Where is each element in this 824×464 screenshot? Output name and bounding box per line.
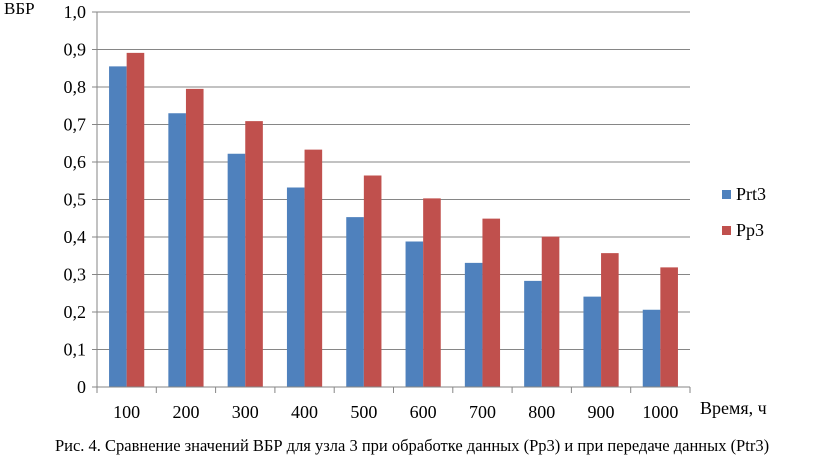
legend: Prt3 Pp3 (722, 184, 766, 240)
y-tick-label: 0,7 (64, 115, 87, 135)
legend-label-prt3: Prt3 (736, 184, 766, 204)
bar-pp3-300 (245, 121, 263, 387)
axes (92, 11, 691, 393)
x-tick-label: 500 (350, 402, 377, 422)
legend-label-pp3: Pp3 (736, 220, 764, 240)
y-axis-title: ВБР (4, 0, 35, 18)
y-tick-label: 0,3 (64, 265, 87, 285)
x-tick-label: 600 (410, 402, 437, 422)
figure-caption: Рис. 4. Сравнение значений ВБР для узла … (54, 436, 770, 455)
x-tick-label: 200 (172, 402, 199, 422)
bar-prt3-100 (109, 66, 127, 387)
legend-swatch-pp3 (722, 226, 731, 235)
bar-prt3-700 (464, 262, 483, 387)
y-tick-label: 0,1 (64, 340, 87, 360)
y-tick-label: 0,4 (64, 227, 87, 247)
x-tick-labels: 100 200 300 400 500 600 700 800 900 1000 (113, 402, 678, 422)
bars (109, 52, 678, 387)
x-tick-label: 300 (232, 402, 259, 422)
y-tick-label: 0 (77, 377, 86, 397)
y-tick-label: 0,9 (64, 40, 87, 60)
bar-prt3-1000 (642, 309, 661, 387)
y-tick-label: 0,8 (64, 77, 87, 97)
x-tick-label: 400 (291, 402, 318, 422)
x-tick-label: 700 (469, 402, 496, 422)
y-tick-label: 0,5 (64, 190, 87, 210)
bar-pp3-200 (185, 88, 204, 387)
bar-prt3-200 (168, 113, 186, 387)
bar-pp3-700 (482, 218, 501, 387)
bar-pp3-900 (601, 253, 619, 387)
chart: 0 0,1 0,2 0,3 0,4 0,5 0,6 0,7 0,8 0,9 1,0 100 200 30… (4, 0, 767, 422)
x-tick-label: 800 (528, 402, 555, 422)
x-tick-label: 900 (588, 402, 615, 422)
bar-pp3-500 (363, 175, 382, 387)
bar-prt3-500 (346, 217, 364, 387)
bar-pp3-100 (126, 52, 145, 387)
bar-pp3-800 (541, 236, 560, 387)
bar-prt3-400 (286, 187, 305, 387)
x-tick-label: 1000 (642, 402, 678, 422)
bar-prt3-800 (524, 280, 542, 387)
y-tick-labels: 0 0,1 0,2 0,3 0,4 0,5 0,6 0,7 0,8 0,9 1,0 (64, 2, 87, 397)
bar-pp3-400 (304, 149, 323, 387)
bar-pp3-1000 (660, 267, 678, 387)
bar-pp3-600 (423, 198, 441, 387)
bar-prt3-600 (405, 241, 424, 387)
bar-prt3-300 (227, 153, 246, 387)
x-axis-title: Время, ч (700, 398, 767, 418)
legend-swatch-prt3 (722, 190, 731, 199)
bar-prt3-900 (583, 296, 602, 387)
x-tick-label: 100 (113, 402, 140, 422)
y-tick-label: 0,6 (64, 152, 87, 172)
y-tick-label: 1,0 (64, 2, 87, 22)
y-tick-label: 0,2 (64, 302, 87, 322)
